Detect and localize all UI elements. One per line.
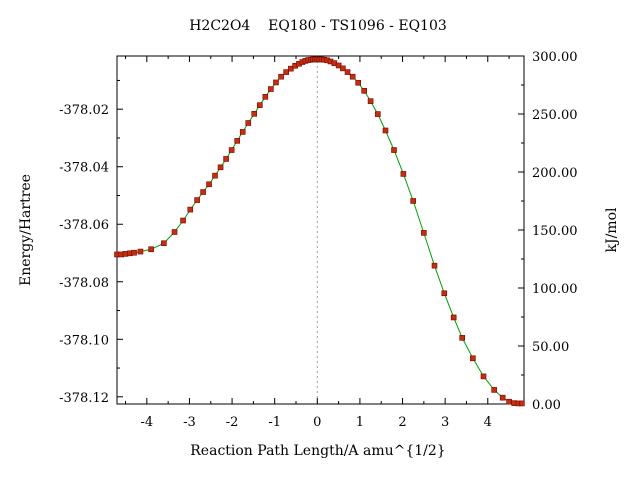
data-point [391, 147, 397, 153]
y-tick-label: -378.10 [59, 333, 109, 348]
x-axis: -4 -3 -2 -1 0 1 2 3 4 [125, 56, 510, 430]
data-point [344, 69, 351, 75]
data-point [361, 88, 367, 94]
data-point [187, 206, 194, 213]
data-point [194, 197, 200, 203]
plot-frame [116, 55, 525, 405]
x-tick-label: 4 [484, 415, 492, 430]
data-point [262, 94, 269, 100]
data-point [519, 400, 525, 407]
data-point [288, 65, 294, 72]
data-point [251, 111, 258, 117]
data-point [273, 79, 279, 86]
data-point [459, 335, 466, 341]
data-point [450, 314, 457, 321]
y2-axis-label: kJ/mol [604, 207, 620, 253]
data-point [245, 120, 252, 126]
y-tick-label: -378.06 [59, 218, 109, 233]
x-tick-label: 2 [398, 415, 406, 430]
x-tick-label: 0 [313, 415, 321, 430]
y2-tick-label: 50.00 [532, 340, 569, 355]
y2-tick-label: 300.00 [532, 50, 578, 65]
y2-tick-label: 150.00 [532, 224, 578, 239]
data-point [441, 290, 448, 297]
data-point [148, 246, 154, 253]
data-point [421, 230, 427, 236]
y-axis-left: -378.02 -378.04 -378.06 -378.08 -378.10 -378.… [59, 79, 123, 406]
data-point [400, 171, 407, 177]
y2-tick-label: 0.00 [532, 398, 561, 413]
x-tick-label: -2 [226, 415, 239, 430]
data-point [256, 102, 263, 108]
data-point [340, 65, 346, 72]
data-point [382, 127, 389, 134]
x-axis-label: Reaction Path Length/A amu^{1/2} [190, 443, 445, 459]
data-point [223, 156, 229, 162]
data-point [171, 229, 178, 235]
y-axis-right: 0.00 50.00 100.00 150.00 200.00 250.00 300.00 [518, 50, 578, 413]
y2-tick-label: 100.00 [532, 282, 578, 297]
data-point [283, 69, 289, 75]
chart-title: H2C2O4 EQ180 - TS1096 - EQ103 [189, 18, 447, 34]
data-point [335, 62, 342, 69]
data-point [470, 355, 476, 362]
data-point [217, 164, 224, 171]
y-tick-label: -378.12 [59, 391, 109, 406]
y-tick-label: -378.08 [59, 276, 109, 291]
series-line [117, 59, 522, 404]
x-tick-label: 1 [356, 415, 364, 430]
data-point [349, 73, 356, 80]
data-point [355, 79, 362, 86]
x-tick-label: -1 [268, 415, 281, 430]
x-tick-label: 3 [441, 415, 449, 430]
y2-tick-label: 250.00 [532, 108, 578, 123]
y-tick-label: -378.02 [59, 103, 109, 118]
data-point [268, 86, 274, 92]
x-tick-label: -3 [183, 415, 196, 430]
y-axis-label: Energy/Hartree [18, 174, 34, 286]
data-point [131, 249, 137, 256]
data-point [367, 98, 374, 104]
data-point [206, 181, 212, 188]
y2-tick-label: 200.00 [532, 166, 578, 181]
data-point [200, 189, 206, 195]
data-point [278, 73, 284, 80]
data-point [480, 373, 487, 380]
data-point [431, 262, 438, 269]
data-point [180, 217, 186, 224]
data-point [137, 248, 144, 255]
data-point [228, 147, 235, 153]
data-point [234, 138, 240, 144]
data-point [212, 172, 218, 179]
data-point [499, 394, 506, 401]
data-point [239, 129, 246, 135]
data-point [161, 240, 167, 247]
x-tick-label: -4 [140, 415, 153, 430]
data-point [375, 111, 381, 117]
y-tick-label: -378.04 [59, 161, 109, 176]
data-point [506, 398, 512, 405]
data-point [410, 198, 416, 204]
data-point [491, 387, 497, 393]
energy-series [114, 56, 525, 407]
